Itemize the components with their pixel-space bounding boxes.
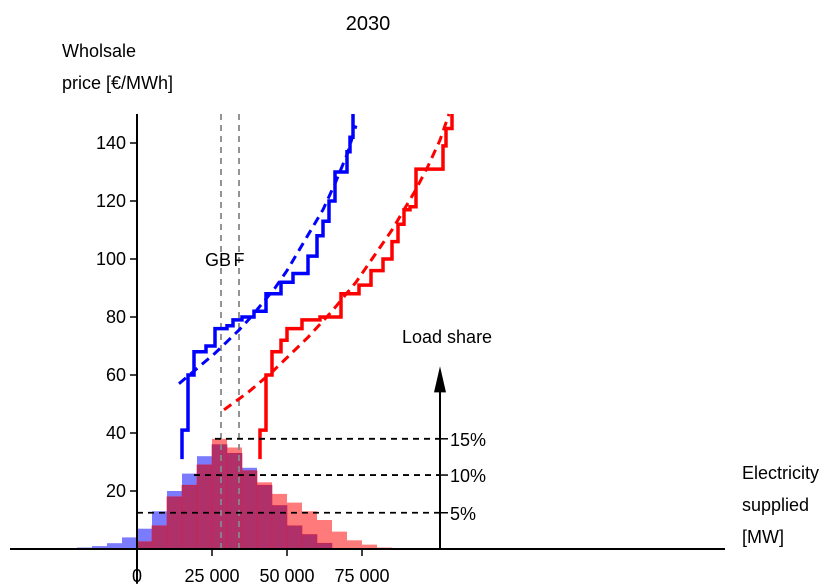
overlap-hist-bar-10 xyxy=(286,525,303,550)
overlap-hist-bar-0 xyxy=(136,541,153,550)
x-tick-label-0: 0 xyxy=(132,566,142,584)
red-step-curve xyxy=(258,114,454,460)
overlap-hist-bar-5 xyxy=(211,444,228,550)
y-tick-label-60: 60 xyxy=(106,365,126,385)
overlap-hist-bar-7 xyxy=(241,470,258,550)
y-tick-label-140: 140 xyxy=(96,133,126,153)
vline-label-f: F xyxy=(234,250,245,270)
x-tick-label-25000: 25 000 xyxy=(184,566,239,584)
y-axis-label-line1: Wholsale xyxy=(62,41,136,61)
y-tick-label-20: 20 xyxy=(106,481,126,501)
overlap-hist-bar-11 xyxy=(301,534,318,550)
y-axis-label-line2: price [€/MWh] xyxy=(62,73,173,93)
x-axis-label-line2: supplied xyxy=(742,495,809,515)
load-histograms xyxy=(77,438,392,550)
red-fitted-curve xyxy=(223,113,451,412)
x-tick-label-50000: 50 000 xyxy=(259,566,314,584)
red-hist-bar-14 xyxy=(347,540,362,549)
overlap-hist-bar-3 xyxy=(181,484,198,550)
chart-title: 2030 xyxy=(346,13,391,35)
load-share-scale: Load share 5% 10% 15% xyxy=(137,327,492,549)
red-hist-bar-13 xyxy=(332,531,347,549)
overlap-hist-bar-8 xyxy=(256,484,273,550)
red-hist-bar-12 xyxy=(317,520,332,549)
blue-hist-bar-2 xyxy=(107,543,122,549)
load-share-arrowhead xyxy=(434,366,446,393)
overlap-hist-bar-2 xyxy=(166,496,183,550)
load-share-tick-label-5pct: 5% xyxy=(450,504,476,524)
load-share-label: Load share xyxy=(402,327,492,347)
red-hist-bar-15 xyxy=(362,544,377,549)
blue-hist-bar-1 xyxy=(92,546,107,549)
y-tick-label-40: 40 xyxy=(106,423,126,443)
blue-hist-bar-3 xyxy=(122,537,137,549)
y-tick-label-80: 80 xyxy=(106,307,126,327)
x-tick-label-75000: 75 000 xyxy=(334,566,389,584)
y-tick-label-100: 100 xyxy=(96,249,126,269)
axes xyxy=(10,114,725,584)
vline-label-gb: GB xyxy=(205,250,231,270)
overlap-hist-bar-1 xyxy=(151,525,168,550)
x-axis-label-line1: Electricity xyxy=(742,463,819,483)
x-axis-label-line3: [MW] xyxy=(742,527,784,547)
load-share-tick-label-10pct: 10% xyxy=(450,466,486,486)
supply-curves xyxy=(178,113,454,460)
axis-ticks: 20 40 60 80 100 120 140 0 25 000 50 000 75 000 xyxy=(96,133,390,584)
y-tick-label-120: 120 xyxy=(96,191,126,211)
guide-lines: GB F xyxy=(205,114,245,549)
blue-step-curve xyxy=(180,114,355,460)
load-share-tick-label-15pct: 15% xyxy=(450,430,486,450)
overlap-hist-bar-4 xyxy=(196,464,213,550)
